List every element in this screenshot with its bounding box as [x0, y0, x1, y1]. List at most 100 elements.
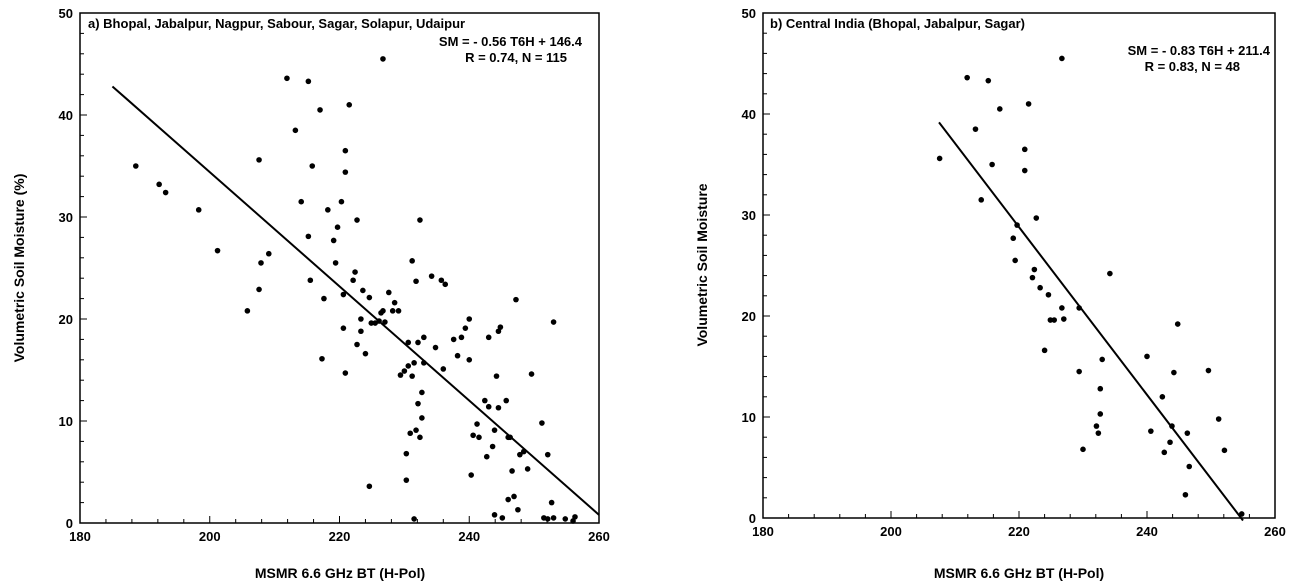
x-tick-label: 200	[880, 524, 902, 539]
data-point	[419, 389, 425, 396]
data-point	[258, 260, 264, 266]
data-point	[548, 499, 555, 506]
data-point	[544, 516, 551, 522]
data-point	[1051, 317, 1057, 323]
data-point	[972, 126, 979, 132]
data-point	[483, 453, 490, 460]
data-point	[489, 443, 496, 450]
data-point	[382, 319, 388, 325]
data-point	[265, 250, 272, 257]
data-point	[438, 277, 445, 284]
data-point	[1037, 284, 1043, 291]
data-point	[1161, 449, 1168, 456]
y-tick-label: 20	[59, 312, 73, 327]
data-point	[491, 512, 498, 518]
data-point	[1184, 430, 1191, 436]
data-point	[539, 420, 545, 426]
data-point	[380, 308, 386, 314]
x-tick-label: 200	[199, 529, 221, 544]
data-point	[562, 516, 569, 522]
data-point	[307, 277, 314, 284]
data-point	[1182, 491, 1189, 498]
data-point	[1099, 356, 1105, 363]
data-point	[495, 404, 502, 411]
data-point	[432, 344, 439, 351]
data-point	[340, 291, 347, 298]
data-point	[470, 432, 476, 439]
data-point	[1080, 446, 1086, 453]
data-point	[550, 319, 557, 325]
data-point	[411, 360, 417, 366]
data-point	[342, 147, 349, 154]
y-tick-label: 30	[742, 208, 756, 223]
data-point	[354, 217, 360, 223]
data-point	[358, 316, 364, 322]
y-tick-label: 20	[742, 309, 756, 324]
data-point	[515, 506, 521, 513]
data-point	[936, 155, 943, 162]
data-point	[415, 339, 421, 346]
data-point	[360, 287, 366, 294]
data-point	[284, 75, 290, 82]
data-point	[450, 336, 457, 343]
data-point	[346, 102, 353, 108]
data-point	[474, 421, 480, 427]
data-point	[1010, 235, 1017, 242]
data-point	[440, 366, 447, 372]
data-point	[1144, 353, 1150, 360]
data-point	[419, 415, 425, 421]
y-axis-label-a: Volumetric Soil Moisture (%)	[11, 174, 27, 363]
data-points-b	[936, 55, 1245, 517]
data-point	[342, 169, 349, 175]
data-point	[417, 217, 423, 223]
data-point	[395, 308, 402, 314]
data-point	[298, 198, 305, 205]
data-point	[366, 294, 373, 301]
data-point	[482, 397, 488, 404]
data-point	[1171, 369, 1177, 376]
x-tick-label: 180	[69, 529, 91, 544]
data-point	[256, 286, 262, 293]
data-point	[415, 400, 421, 407]
equation-b: SM = - 0.83 T6H + 211.4	[1128, 43, 1271, 58]
data-point	[1148, 428, 1154, 434]
y-tick-label: 40	[59, 108, 73, 123]
data-point	[305, 78, 312, 85]
data-point	[362, 350, 369, 357]
data-point	[195, 207, 202, 213]
data-point	[544, 451, 551, 458]
data-point	[407, 430, 414, 437]
x-tick-label: 240	[1136, 524, 1158, 539]
data-point	[405, 363, 412, 369]
x-tick-label: 260	[1264, 524, 1286, 539]
data-point	[1169, 423, 1175, 429]
x-tick-label: 240	[458, 529, 480, 544]
data-point	[1159, 394, 1166, 400]
data-point	[520, 448, 527, 455]
data-point	[1097, 385, 1104, 392]
data-point	[462, 325, 469, 331]
data-point	[505, 496, 511, 503]
x-tick-label: 220	[1008, 524, 1030, 539]
data-point	[572, 514, 578, 520]
data-point	[244, 308, 251, 314]
x-axis-label-b: MSMR 6.6 GHz BT (H-Pol)	[934, 565, 1104, 581]
data-point	[132, 163, 139, 169]
data-point	[380, 56, 386, 62]
data-point	[352, 269, 358, 275]
data-point	[1221, 447, 1228, 454]
data-point	[476, 434, 482, 441]
data-point	[528, 371, 535, 377]
data-point	[332, 260, 339, 266]
data-point	[411, 516, 417, 522]
data-point	[214, 247, 221, 254]
data-point	[413, 278, 419, 285]
data-point	[421, 334, 427, 341]
data-point	[524, 466, 531, 472]
data-point	[1045, 291, 1052, 298]
data-point	[1076, 368, 1082, 375]
data-point	[964, 74, 970, 81]
data-point	[156, 181, 162, 188]
data-point	[376, 318, 382, 324]
